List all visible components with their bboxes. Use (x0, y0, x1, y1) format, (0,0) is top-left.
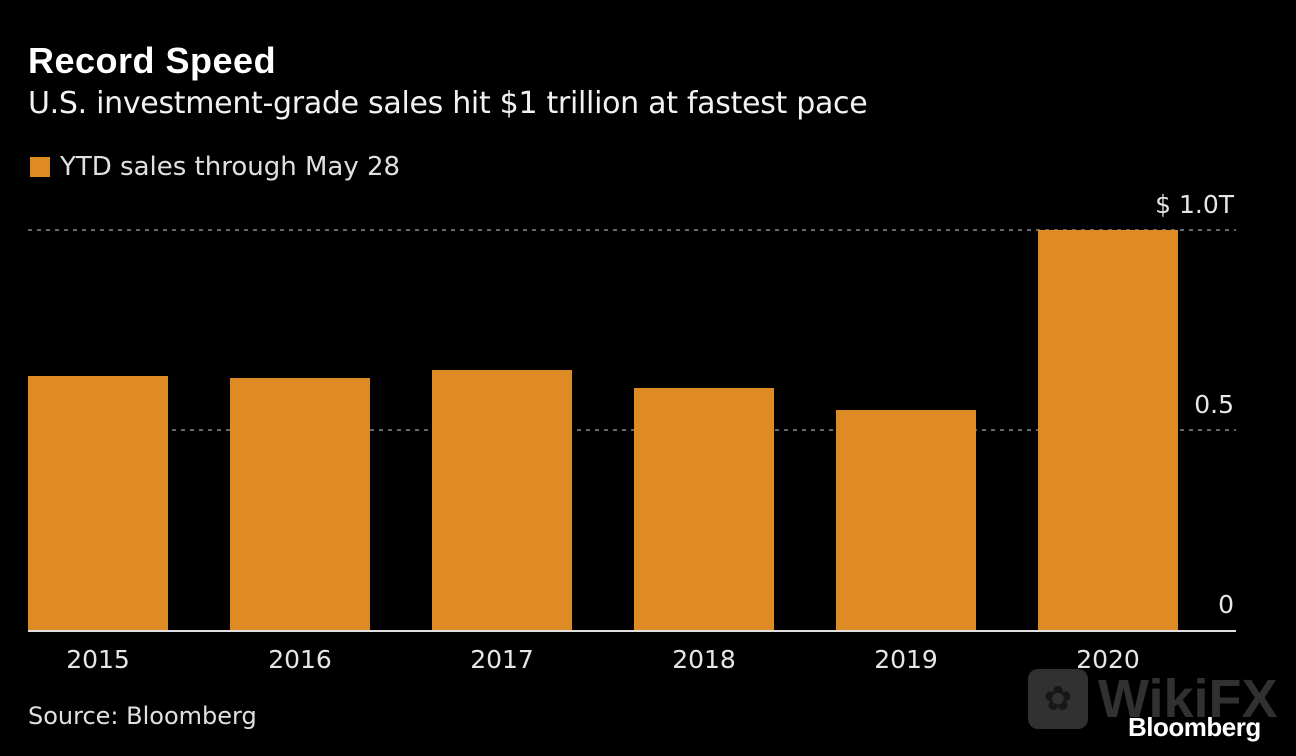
x-tick-label: 2018 (672, 645, 736, 674)
source-note: Source: Bloomberg (28, 702, 257, 730)
bloomberg-logo: Bloomberg (1128, 712, 1261, 742)
bar-2015 (28, 376, 168, 630)
y-tick-label: 0 (1218, 590, 1234, 619)
y-tick-label: $ 1.0T (1155, 190, 1235, 219)
legend-swatch (30, 157, 50, 177)
bar-2016 (230, 378, 370, 630)
x-tick-label: 2017 (470, 645, 534, 674)
eagle-logo-icon: ✿ (1028, 669, 1088, 729)
x-tick-label: 2020 (1076, 645, 1140, 674)
bar-2020 (1038, 230, 1178, 630)
legend-label: YTD sales through May 28 (60, 152, 401, 182)
bars (28, 230, 1178, 630)
bar-2018 (634, 388, 774, 630)
legend: YTD sales through May 28 (30, 152, 400, 182)
watermark-text: WikiFX (1098, 669, 1278, 729)
axis-labels: 0 0.5 $ 1.0T 2015 2016 2017 2018 2019 2020 (66, 190, 1235, 674)
chart-subtitle: U.S. investment-grade sales hit $1 trill… (28, 86, 868, 121)
chart-title: Record Speed (28, 40, 277, 81)
gridlines (28, 229, 1236, 431)
bar-2017 (432, 370, 572, 630)
bar-2019 (836, 410, 976, 630)
x-tick-label: 2015 (66, 645, 130, 674)
x-tick-label: 2016 (268, 645, 332, 674)
x-tick-label: 2019 (874, 645, 938, 674)
watermark: ✿ WikiFX (1028, 668, 1278, 730)
y-tick-label: 0.5 (1194, 390, 1234, 419)
